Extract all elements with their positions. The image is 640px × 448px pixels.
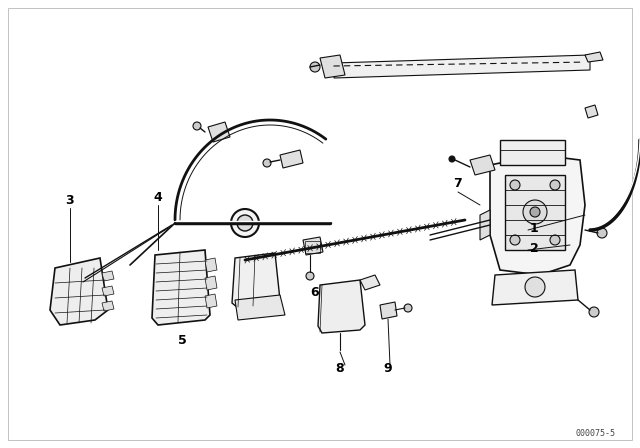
Polygon shape	[232, 253, 280, 308]
Circle shape	[193, 122, 201, 130]
Circle shape	[510, 180, 520, 190]
Circle shape	[530, 207, 540, 217]
Circle shape	[237, 215, 253, 231]
Polygon shape	[102, 286, 114, 296]
Polygon shape	[360, 275, 380, 290]
Polygon shape	[50, 258, 108, 325]
Circle shape	[550, 180, 560, 190]
Text: 2: 2	[530, 241, 539, 254]
Bar	[505, 175, 565, 250]
Circle shape	[231, 209, 259, 237]
Circle shape	[449, 156, 455, 162]
Polygon shape	[490, 155, 585, 275]
Circle shape	[404, 304, 412, 312]
Text: 1: 1	[530, 221, 539, 234]
Text: 8: 8	[336, 362, 344, 375]
Polygon shape	[102, 271, 114, 281]
Polygon shape	[585, 52, 603, 62]
Text: 5: 5	[178, 333, 186, 346]
Text: 9: 9	[384, 362, 392, 375]
Polygon shape	[492, 270, 578, 305]
Circle shape	[523, 200, 547, 224]
Polygon shape	[320, 55, 345, 78]
Polygon shape	[303, 237, 323, 255]
Circle shape	[310, 62, 320, 72]
Polygon shape	[280, 150, 303, 168]
Circle shape	[525, 277, 545, 297]
Polygon shape	[480, 210, 490, 240]
Polygon shape	[235, 295, 285, 320]
Polygon shape	[318, 280, 365, 333]
Polygon shape	[152, 250, 210, 325]
Polygon shape	[585, 105, 598, 118]
Text: 000075-5: 000075-5	[575, 429, 615, 438]
Circle shape	[589, 307, 599, 317]
Bar	[305, 241, 320, 253]
Text: 4: 4	[154, 190, 163, 203]
Circle shape	[550, 235, 560, 245]
Circle shape	[597, 228, 607, 238]
Text: 6: 6	[310, 285, 319, 298]
Text: 3: 3	[66, 194, 74, 207]
Polygon shape	[380, 302, 397, 319]
Circle shape	[263, 159, 271, 167]
Circle shape	[306, 272, 314, 280]
Polygon shape	[205, 294, 217, 308]
Polygon shape	[102, 301, 114, 311]
Bar	[500, 140, 565, 165]
Polygon shape	[470, 155, 495, 175]
Polygon shape	[208, 122, 230, 142]
Polygon shape	[205, 276, 217, 290]
Polygon shape	[334, 55, 590, 78]
Polygon shape	[205, 258, 217, 272]
Circle shape	[510, 235, 520, 245]
Text: 7: 7	[454, 177, 462, 190]
